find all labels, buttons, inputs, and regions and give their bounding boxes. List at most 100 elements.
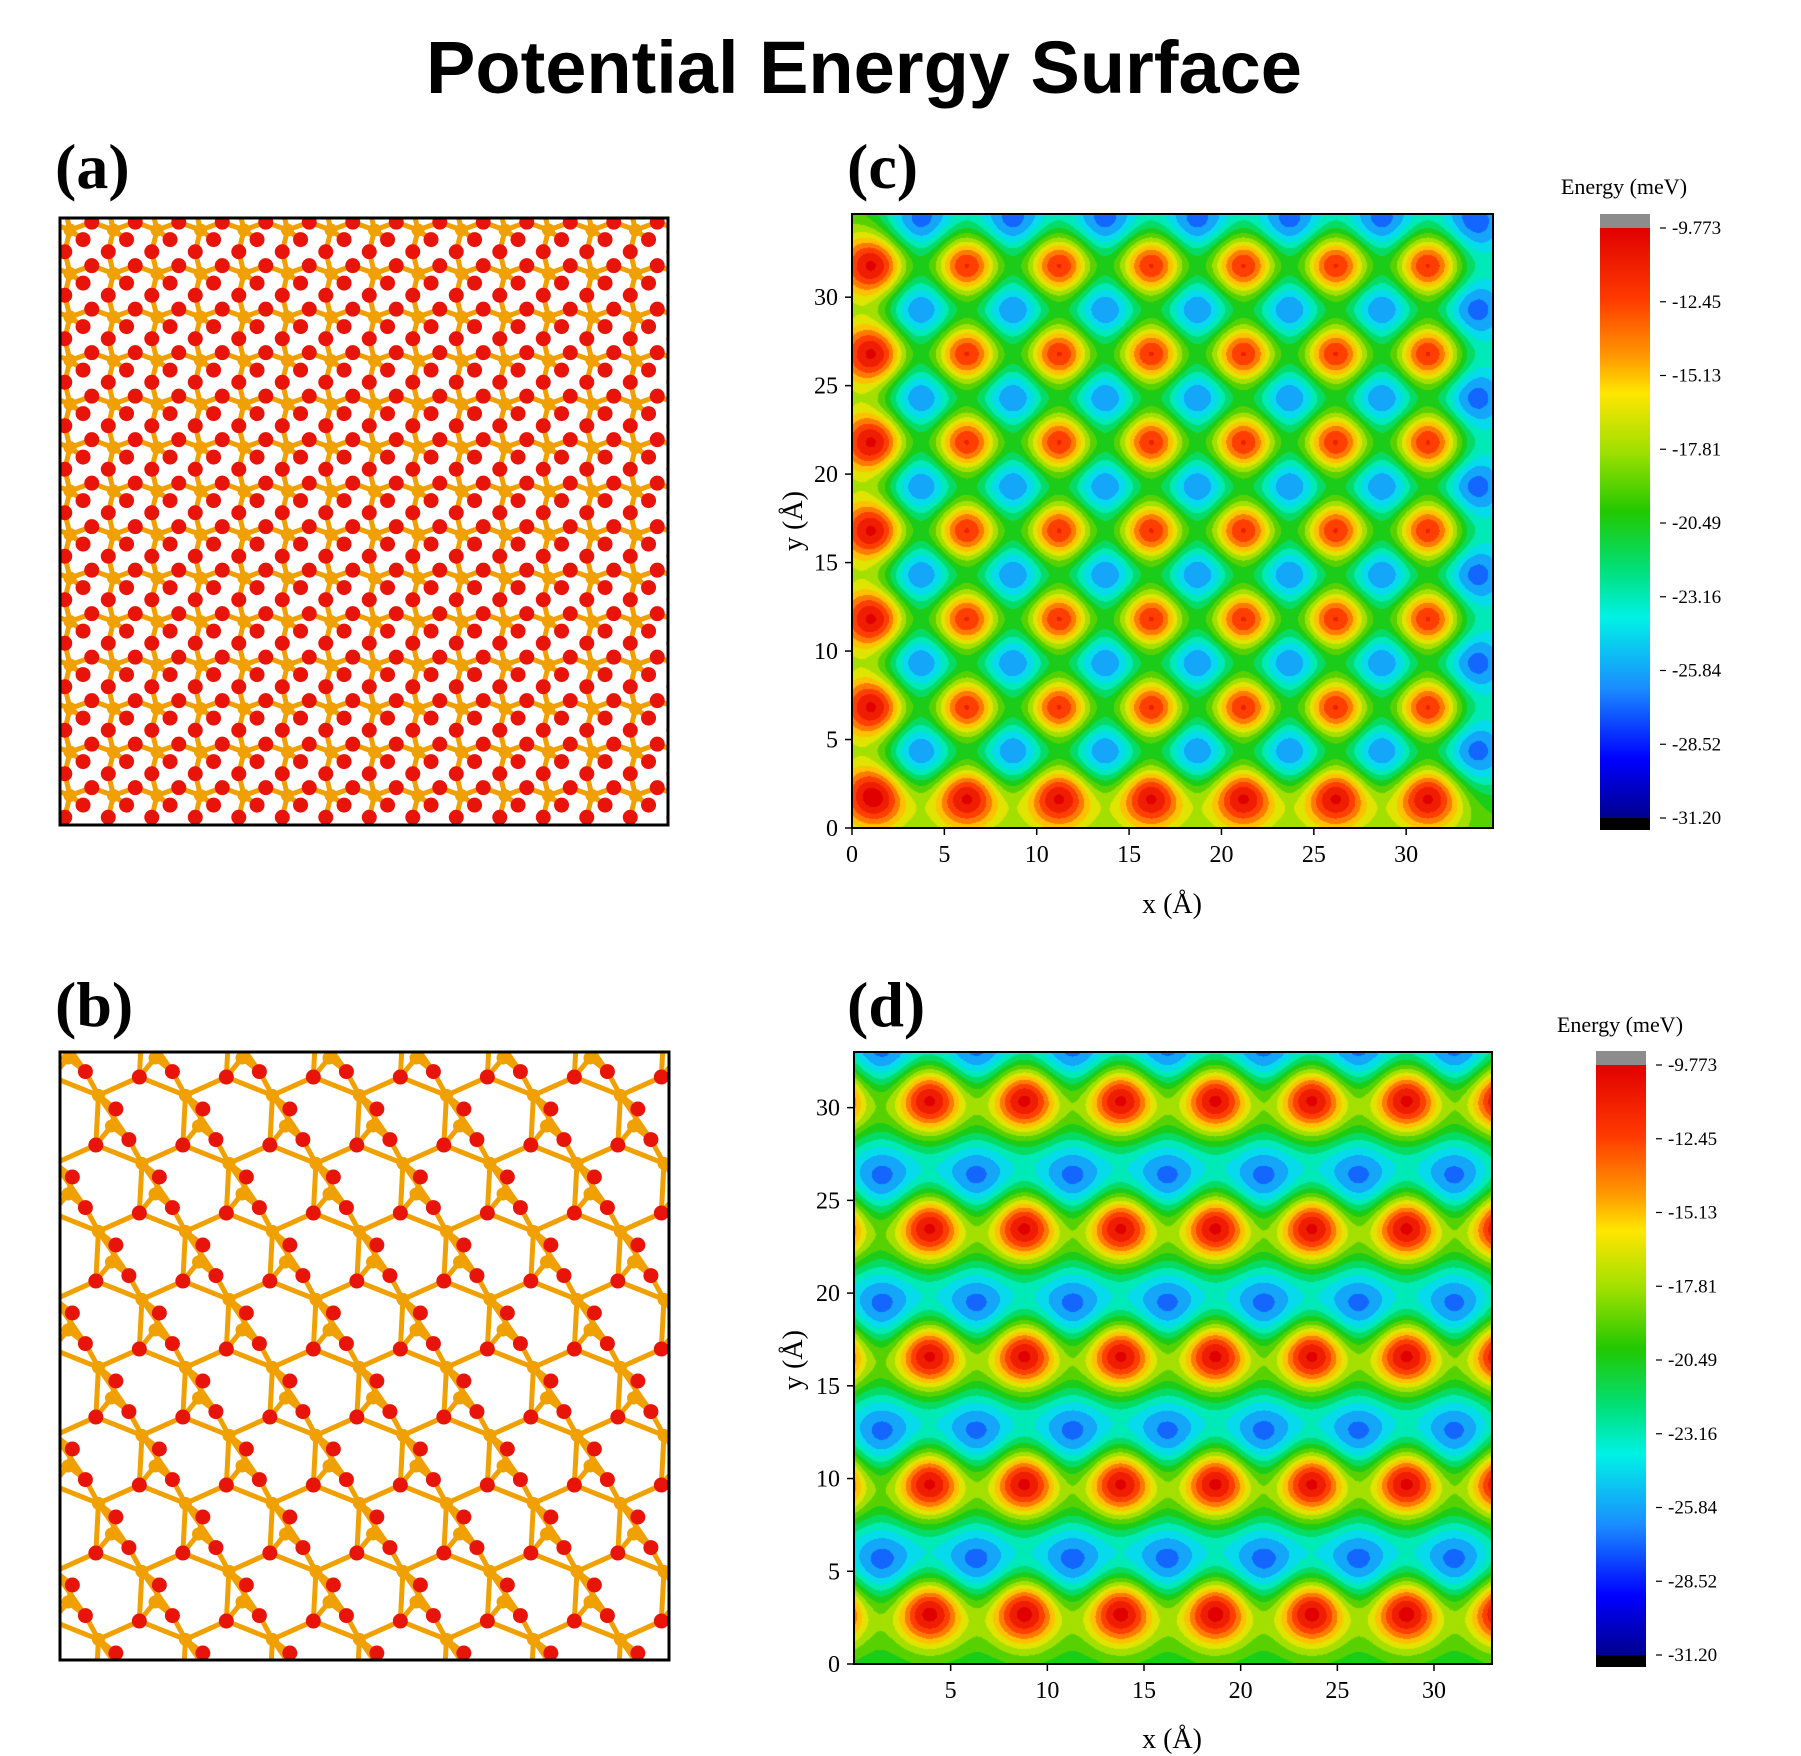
silicon-atom bbox=[366, 1119, 379, 1133]
silicon-atom bbox=[366, 1391, 379, 1405]
oxygen-atom bbox=[361, 505, 377, 521]
oxygen-atom bbox=[535, 809, 551, 825]
oxygen-atom bbox=[187, 461, 203, 477]
oxygen-atom bbox=[456, 1237, 472, 1253]
silicon-atom bbox=[411, 354, 425, 367]
silicon-atom bbox=[542, 484, 555, 498]
silicon-atom bbox=[61, 1052, 75, 1065]
si-o-bond bbox=[679, 448, 692, 458]
oxygen-atom bbox=[101, 853, 116, 868]
si-o-bond bbox=[748, 1213, 794, 1231]
si-o-bond bbox=[723, 404, 736, 414]
oxygen-atom bbox=[510, 580, 526, 596]
si-o-bond bbox=[825, 1684, 838, 1708]
oxygen-atom bbox=[475, 693, 491, 709]
silicon-atom bbox=[279, 1527, 292, 1541]
silicon-atom bbox=[281, 267, 294, 280]
oxygen-atom bbox=[361, 592, 377, 608]
silicon-atom bbox=[194, 833, 207, 846]
silicon-atom bbox=[18, 984, 31, 997]
silicon-atom bbox=[309, 1021, 322, 1034]
oxygen-atom bbox=[653, 1341, 669, 1357]
si-o-bond bbox=[135, 831, 157, 839]
si-o-bond bbox=[751, 1707, 768, 1721]
oxygen-atom bbox=[649, 218, 665, 230]
oxygen-atom bbox=[144, 461, 160, 477]
oxygen-atom bbox=[674, 1714, 689, 1729]
si-o-bond bbox=[707, 1639, 724, 1653]
oxygen-atom bbox=[475, 345, 491, 361]
oxygen-atom bbox=[492, 548, 508, 564]
silicon-atom bbox=[368, 745, 381, 759]
si-o-bond bbox=[180, 1228, 188, 1284]
oxygen-atom bbox=[144, 374, 160, 390]
oxygen-atom bbox=[100, 244, 116, 260]
oxygen-atom bbox=[75, 362, 91, 378]
si-o-bond bbox=[500, 187, 505, 209]
oxygen-atom bbox=[467, 710, 483, 726]
oxygen-atom bbox=[728, 406, 743, 421]
oxygen-atom bbox=[60, 374, 73, 390]
oxygen-atom bbox=[32, 319, 47, 334]
oxygen-atom bbox=[728, 537, 743, 552]
oxygen-atom bbox=[717, 1646, 732, 1661]
oxygen-atom bbox=[641, 232, 657, 248]
silicon-atom bbox=[265, 1632, 279, 1646]
si-o-bond bbox=[460, 990, 477, 1004]
oxygen-atom bbox=[349, 1682, 364, 1697]
si-o-bond bbox=[114, 839, 127, 849]
si-o-bond bbox=[528, 1278, 580, 1302]
oxygen-atom bbox=[206, 623, 222, 639]
si-o-bond bbox=[223, 1346, 275, 1370]
si-o-bond bbox=[223, 1210, 275, 1234]
si-o-bond bbox=[748, 1330, 764, 1349]
si-o-bond bbox=[201, 831, 223, 839]
si-o-bond bbox=[9, 1367, 12, 1417]
silicon-atom bbox=[281, 702, 294, 715]
oxygen-atom bbox=[467, 449, 483, 465]
oxygen-atom bbox=[162, 667, 178, 683]
silicon-atom bbox=[265, 1496, 279, 1510]
silicon-atom bbox=[309, 1428, 323, 1442]
oxygen-atom bbox=[405, 505, 421, 521]
si-o-bond bbox=[181, 1636, 188, 1660]
si-o-bond bbox=[721, 1398, 738, 1412]
silicon-atom bbox=[20, 789, 33, 802]
silicon-atom bbox=[498, 571, 512, 585]
si-o-bond bbox=[751, 1435, 768, 1449]
oxygen-atom bbox=[479, 1205, 495, 1221]
si-o-bond bbox=[42, 1412, 55, 1436]
silicon-atom bbox=[498, 702, 512, 715]
si-o-bond bbox=[135, 875, 157, 883]
si-o-bond bbox=[108, 861, 113, 883]
oxygen-atom bbox=[535, 722, 551, 738]
oxygen-atom bbox=[171, 432, 187, 448]
silicon-atom bbox=[5, 1633, 18, 1646]
heatmap-d-frame bbox=[853, 1051, 1493, 1665]
oxygen-atom bbox=[295, 1404, 311, 1420]
si-o-bond bbox=[155, 1721, 159, 1738]
silicon-atom bbox=[150, 528, 164, 541]
oxygen-atom bbox=[32, 711, 47, 726]
si-o-bond bbox=[792, 1639, 795, 1689]
si-o-bond bbox=[674, 709, 679, 731]
silicon-atom bbox=[368, 658, 381, 672]
oxygen-atom bbox=[187, 418, 203, 434]
si-o-bond bbox=[674, 817, 679, 839]
si-o-bond bbox=[413, 187, 418, 209]
si-o-bond bbox=[303, 1684, 316, 1708]
silicon-atom bbox=[20, 180, 33, 193]
silicon-atom bbox=[542, 702, 555, 715]
oxygen-atom bbox=[382, 1404, 398, 1420]
oxygen-atom bbox=[361, 722, 377, 738]
silicon-atom bbox=[716, 267, 729, 280]
silicon-atom bbox=[716, 789, 729, 802]
oxygen-atom bbox=[108, 1373, 124, 1389]
si-o-bond bbox=[570, 831, 592, 839]
oxygen-atom bbox=[475, 388, 491, 404]
silicon-atom bbox=[716, 441, 729, 454]
silicon-atom bbox=[455, 180, 468, 193]
si-o-bond bbox=[674, 382, 679, 404]
oxygen-atom bbox=[305, 1477, 321, 1493]
si-o-bond bbox=[528, 1142, 580, 1166]
